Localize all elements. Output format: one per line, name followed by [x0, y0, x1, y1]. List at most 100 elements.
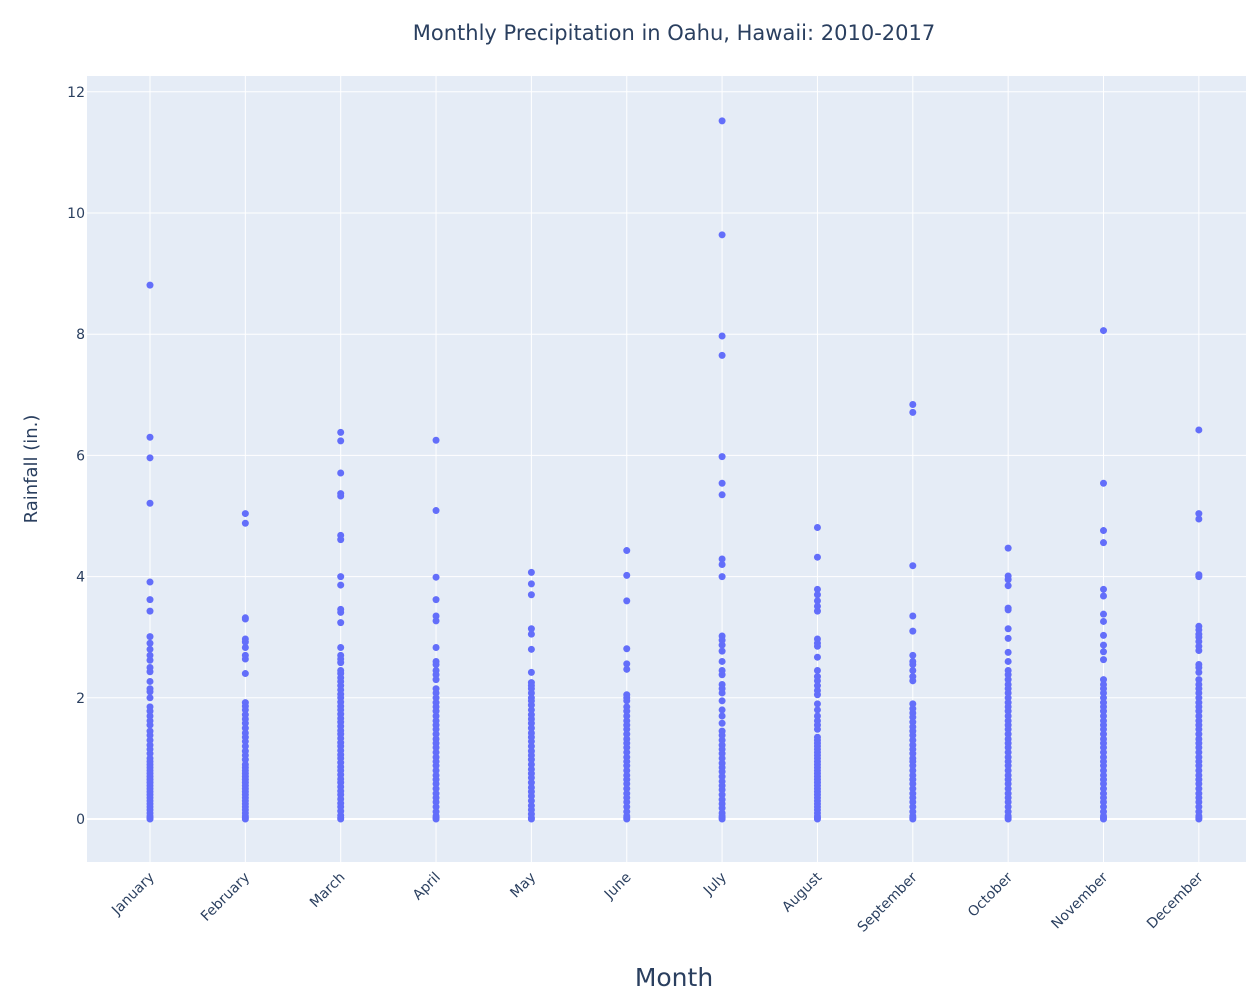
- data-point[interactable]: [718, 641, 726, 649]
- data-point[interactable]: [718, 573, 726, 581]
- data-point[interactable]: [527, 625, 535, 633]
- data-point[interactable]: [718, 731, 726, 739]
- data-point[interactable]: [241, 638, 249, 646]
- data-point[interactable]: [718, 647, 726, 655]
- data-point[interactable]: [432, 785, 440, 793]
- data-point[interactable]: [432, 617, 440, 625]
- data-point[interactable]: [146, 596, 154, 604]
- data-point[interactable]: [1195, 762, 1203, 770]
- data-point[interactable]: [432, 596, 440, 604]
- data-point[interactable]: [718, 491, 726, 499]
- data-point[interactable]: [1100, 676, 1107, 684]
- data-point[interactable]: [337, 815, 345, 823]
- data-point[interactable]: [1195, 730, 1203, 738]
- data-point[interactable]: [718, 712, 726, 720]
- data-point[interactable]: [527, 630, 535, 638]
- data-point[interactable]: [146, 607, 154, 615]
- data-point[interactable]: [1004, 725, 1012, 733]
- data-point[interactable]: [1004, 767, 1012, 775]
- data-point[interactable]: [813, 642, 821, 650]
- data-point[interactable]: [623, 767, 631, 775]
- data-point[interactable]: [623, 780, 631, 788]
- data-point[interactable]: [909, 736, 917, 744]
- data-point[interactable]: [1100, 610, 1107, 618]
- data-point[interactable]: [1004, 694, 1012, 702]
- data-point[interactable]: [813, 725, 821, 733]
- data-point[interactable]: [241, 719, 249, 727]
- data-point[interactable]: [1100, 631, 1107, 639]
- data-point[interactable]: [1100, 527, 1107, 535]
- data-point[interactable]: [909, 785, 917, 793]
- data-point[interactable]: [1004, 625, 1012, 633]
- data-point[interactable]: [1004, 606, 1012, 614]
- data-point[interactable]: [241, 706, 249, 714]
- data-point[interactable]: [527, 774, 535, 782]
- data-point[interactable]: [432, 780, 440, 788]
- data-point[interactable]: [623, 697, 631, 705]
- data-point[interactable]: [1100, 707, 1107, 715]
- data-point[interactable]: [432, 762, 440, 770]
- data-point[interactable]: [909, 731, 917, 739]
- data-point[interactable]: [1195, 647, 1203, 655]
- data-point[interactable]: [909, 651, 917, 659]
- data-point[interactable]: [1100, 803, 1107, 811]
- data-point[interactable]: [909, 767, 917, 775]
- data-point[interactable]: [146, 736, 154, 744]
- data-point[interactable]: [146, 668, 154, 676]
- data-point[interactable]: [432, 712, 440, 720]
- data-point[interactable]: [813, 524, 821, 532]
- data-point[interactable]: [718, 351, 726, 359]
- data-point[interactable]: [432, 644, 440, 652]
- data-point[interactable]: [909, 660, 917, 668]
- data-point[interactable]: [146, 688, 154, 696]
- data-point[interactable]: [527, 701, 535, 709]
- data-point[interactable]: [718, 754, 726, 762]
- data-point[interactable]: [909, 815, 917, 823]
- data-point[interactable]: [241, 756, 249, 764]
- data-point[interactable]: [1004, 762, 1012, 770]
- data-point[interactable]: [909, 677, 917, 685]
- data-point[interactable]: [909, 803, 917, 811]
- data-point[interactable]: [146, 721, 154, 729]
- data-point[interactable]: [909, 700, 917, 708]
- data-point[interactable]: [146, 656, 154, 664]
- data-point[interactable]: [432, 767, 440, 775]
- data-point[interactable]: [146, 499, 154, 507]
- data-point[interactable]: [146, 712, 154, 720]
- data-point[interactable]: [909, 667, 917, 675]
- data-point[interactable]: [527, 779, 535, 787]
- data-point[interactable]: [623, 645, 631, 653]
- data-point[interactable]: [718, 786, 726, 794]
- data-point[interactable]: [146, 454, 154, 462]
- data-point[interactable]: [1100, 780, 1107, 788]
- data-point[interactable]: [623, 707, 631, 715]
- data-point[interactable]: [1100, 539, 1107, 547]
- data-point[interactable]: [718, 657, 726, 665]
- data-point[interactable]: [1100, 762, 1107, 770]
- data-point[interactable]: [1195, 815, 1203, 823]
- data-point[interactable]: [718, 479, 726, 487]
- data-point[interactable]: [527, 737, 535, 745]
- data-point[interactable]: [527, 668, 535, 676]
- data-point[interactable]: [623, 785, 631, 793]
- data-point[interactable]: [527, 760, 535, 768]
- data-point[interactable]: [337, 536, 345, 544]
- data-point[interactable]: [1004, 730, 1012, 738]
- data-point[interactable]: [146, 677, 154, 685]
- data-point[interactable]: [146, 707, 154, 715]
- data-point[interactable]: [623, 748, 631, 756]
- data-point[interactable]: [909, 627, 917, 635]
- data-point[interactable]: [1100, 689, 1107, 697]
- data-point[interactable]: [527, 797, 535, 805]
- data-point[interactable]: [241, 742, 249, 750]
- data-point[interactable]: [1004, 748, 1012, 756]
- data-point[interactable]: [241, 737, 249, 745]
- data-point[interactable]: [718, 815, 726, 823]
- data-point[interactable]: [146, 815, 154, 823]
- data-point[interactable]: [1004, 689, 1012, 697]
- data-point[interactable]: [146, 750, 154, 758]
- data-point[interactable]: [1100, 767, 1107, 775]
- data-point[interactable]: [813, 677, 821, 685]
- data-point[interactable]: [1100, 327, 1107, 335]
- data-point[interactable]: [527, 706, 535, 714]
